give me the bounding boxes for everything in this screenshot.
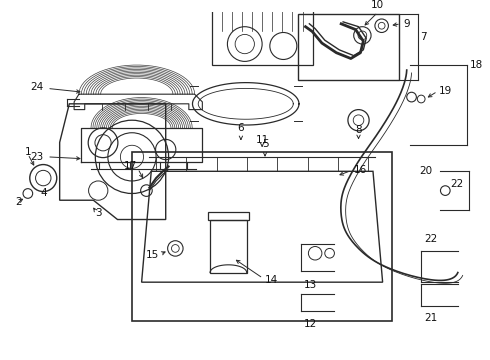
Text: 6: 6 xyxy=(238,123,244,139)
Text: 5: 5 xyxy=(262,139,269,156)
Bar xyxy=(212,3,313,65)
Text: 23: 23 xyxy=(30,152,43,162)
Text: 10: 10 xyxy=(371,0,384,10)
Bar xyxy=(132,152,392,321)
Bar xyxy=(210,220,246,273)
Text: 19: 19 xyxy=(439,86,452,96)
Text: 12: 12 xyxy=(304,319,317,329)
Text: 15: 15 xyxy=(146,250,159,260)
Text: 24: 24 xyxy=(30,82,43,93)
Text: 2: 2 xyxy=(15,197,22,207)
Bar xyxy=(298,14,399,80)
Text: 3: 3 xyxy=(95,208,101,218)
Text: 4: 4 xyxy=(40,189,47,198)
Text: 7: 7 xyxy=(420,32,427,42)
Text: 8: 8 xyxy=(355,125,362,139)
Text: 22: 22 xyxy=(424,234,438,244)
Text: 9: 9 xyxy=(403,19,410,29)
Text: 1: 1 xyxy=(24,147,31,157)
Text: 16: 16 xyxy=(354,165,367,175)
Text: 21: 21 xyxy=(424,313,438,323)
Text: 17: 17 xyxy=(123,162,137,171)
Text: 13: 13 xyxy=(304,280,317,290)
Text: 20: 20 xyxy=(419,166,433,176)
Text: 14: 14 xyxy=(265,275,278,285)
Text: 18: 18 xyxy=(469,60,483,70)
Bar xyxy=(208,212,248,220)
Text: 11: 11 xyxy=(255,135,269,145)
Text: 22: 22 xyxy=(450,179,464,189)
